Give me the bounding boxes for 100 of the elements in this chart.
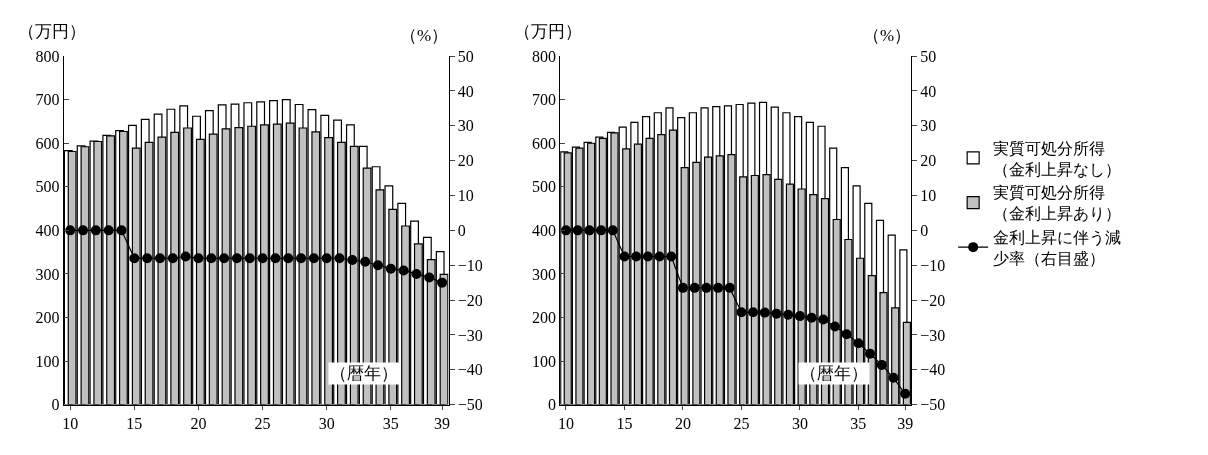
point [584, 225, 595, 236]
y-tick-label: 0 [547, 396, 556, 414]
point [794, 311, 805, 322]
y2-tick-label: −50 [920, 396, 946, 414]
y-tick-label: 100 [531, 352, 556, 370]
point [411, 268, 422, 279]
y-tick-label: 600 [531, 134, 556, 152]
point [308, 253, 319, 264]
point [154, 253, 165, 264]
point [759, 307, 770, 318]
point [65, 225, 76, 236]
point [572, 225, 583, 236]
x-tick-label: 20 [190, 414, 207, 432]
y-tick-label: 400 [531, 221, 556, 239]
y-tick-label: 200 [531, 309, 556, 327]
x-tick-label: 20 [674, 414, 691, 432]
point [876, 359, 887, 370]
point [103, 225, 114, 236]
x-tick-label: 25 [733, 414, 750, 432]
x-tick-label: 39 [434, 414, 451, 432]
point [180, 251, 191, 262]
point [619, 251, 630, 262]
x-tick-label: 25 [254, 414, 271, 432]
point [654, 251, 665, 262]
y-tick-label: 500 [531, 178, 556, 196]
y-tick-label: 100 [35, 352, 60, 370]
y-tick-label: 300 [35, 265, 60, 283]
y2-axis-title: （%） [863, 26, 912, 45]
y2-tick-label: 40 [920, 82, 937, 100]
point [677, 282, 688, 293]
point [321, 253, 332, 264]
legend-label: 金利上昇に伴う減少率（右目盛） [993, 228, 1122, 267]
y-tick-label: 300 [531, 265, 556, 283]
y2-tick-label: 10 [920, 187, 937, 205]
point [116, 225, 127, 236]
y2-tick-label: 20 [457, 152, 474, 170]
point [296, 253, 307, 264]
x-tick-label: 15 [126, 414, 143, 432]
point [78, 225, 89, 236]
point [818, 314, 829, 325]
point [701, 282, 712, 293]
point [424, 272, 435, 283]
point [642, 251, 653, 262]
y-tick-label: 700 [531, 91, 556, 109]
y-tick-label: 500 [35, 178, 60, 196]
point [90, 225, 101, 236]
x-tick-label: 30 [318, 414, 335, 432]
x-tick-label: 15 [616, 414, 633, 432]
y2-tick-label: −50 [457, 396, 483, 414]
point [257, 253, 268, 264]
y-tick-label: 600 [35, 134, 60, 152]
y-tick-label: 800 [531, 47, 556, 65]
point [360, 256, 371, 267]
x-tick-label: 10 [558, 414, 574, 432]
x-tick-label: 35 [382, 414, 399, 432]
y2-tick-label: 50 [920, 47, 937, 65]
point [689, 282, 700, 293]
point [806, 312, 817, 323]
point [607, 225, 618, 236]
point [219, 253, 230, 264]
point [888, 372, 899, 383]
point [596, 225, 607, 236]
point [783, 309, 794, 320]
point [736, 307, 747, 318]
y2-tick-label: −30 [920, 326, 946, 344]
y2-tick-label: −20 [920, 291, 946, 309]
point [437, 277, 448, 288]
y-axis-title: （万円） [514, 22, 582, 41]
y-tick-label: 800 [35, 47, 60, 65]
point [385, 263, 396, 274]
y2-tick-label: 20 [920, 152, 937, 170]
point [244, 253, 255, 264]
y-tick-label: 200 [35, 309, 60, 327]
point [853, 338, 864, 349]
point [398, 265, 409, 276]
point [283, 253, 294, 264]
y2-tick-label: 10 [457, 187, 474, 205]
annotation: （暦年） [330, 364, 398, 383]
point [900, 388, 911, 399]
point [713, 282, 724, 293]
y2-tick-label: 0 [920, 221, 929, 239]
point [865, 348, 876, 359]
x-tick-label: 39 [897, 414, 914, 432]
annotation: （暦年） [800, 364, 868, 383]
x-tick-label: 30 [791, 414, 808, 432]
y2-tick-label: 30 [457, 117, 474, 135]
y-tick-label: 0 [51, 396, 60, 414]
point [631, 251, 642, 262]
point [748, 307, 759, 318]
legend-label: 実質可処分所得（金利上昇なし） [993, 139, 1122, 178]
y2-tick-label: 0 [457, 221, 466, 239]
y2-tick-label: 40 [457, 82, 474, 100]
point [372, 260, 383, 271]
point [724, 282, 735, 293]
point [206, 253, 217, 264]
legend-label: 実質可処分所得（金利上昇あり） [993, 184, 1122, 223]
y2-tick-label: −40 [457, 361, 483, 379]
y2-tick-label: −10 [920, 256, 946, 274]
y2-axis-title: （%） [400, 26, 449, 45]
y2-tick-label: 50 [457, 47, 474, 65]
